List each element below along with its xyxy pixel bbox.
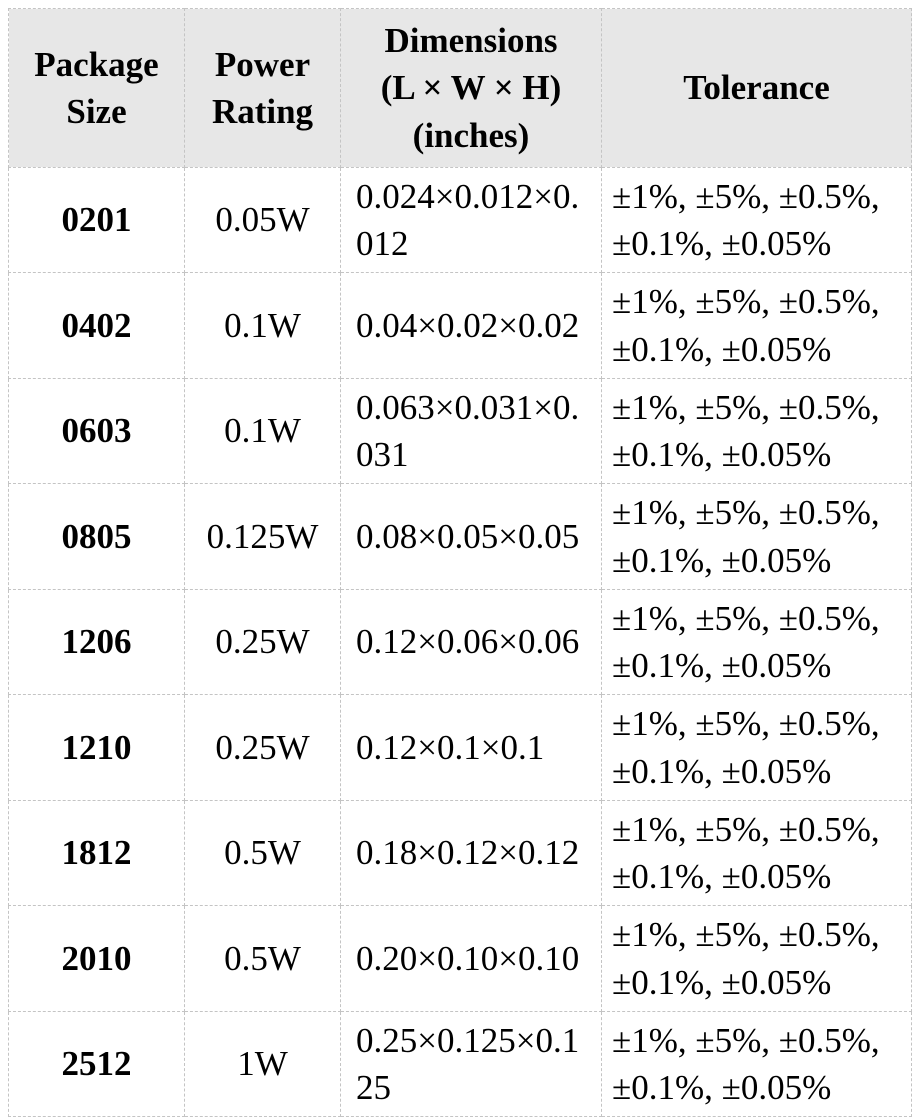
power-rating-cell: 0.1W (184, 377, 341, 485)
package-size-cell: 0402 (8, 272, 185, 379)
dimensions-cell: 0.18×0.12×0.12 (340, 799, 602, 907)
package-size-cell: 2010 (8, 905, 185, 1012)
power-rating-cell: 0.5W (184, 799, 341, 907)
page: { "table": { "header_bg": "#e7e7e7", "bo… (0, 8, 920, 1117)
header-row: Package Size Power Rating Dimensions (L … (8, 8, 912, 168)
dimensions-cell: 0.12×0.1×0.1 (340, 694, 602, 801)
power-rating-cell: 0.25W (184, 588, 341, 696)
table-row: 1206 0.25W 0.12×0.06×0.06 ±1%, ±5%, ±0.5… (8, 588, 912, 696)
dimensions-cell: 0.04×0.02×0.02 (340, 272, 602, 379)
dimensions-cell: 0.024×0.012×0.012 (340, 166, 602, 274)
tolerance-cell: ±1%, ±5%, ±0.5%, ±0.1%, ±0.05% (601, 272, 912, 379)
power-rating-cell: 0.5W (184, 905, 341, 1012)
package-size-cell: 0805 (8, 483, 185, 590)
table-row: 0402 0.1W 0.04×0.02×0.02 ±1%, ±5%, ±0.5%… (8, 272, 912, 379)
power-rating-cell: 0.1W (184, 272, 341, 379)
power-rating-cell: 0.125W (184, 483, 341, 590)
table-row: 0603 0.1W 0.063×0.031×0.031 ±1%, ±5%, ±0… (8, 377, 912, 485)
tolerance-cell: ±1%, ±5%, ±0.5%, ±0.1%, ±0.05% (601, 799, 912, 907)
table-row: 0805 0.125W 0.08×0.05×0.05 ±1%, ±5%, ±0.… (8, 483, 912, 590)
header-tolerance: Tolerance (601, 8, 912, 168)
tolerance-cell: ±1%, ±5%, ±0.5%, ±0.1%, ±0.05% (601, 694, 912, 801)
table-row: 0201 0.05W 0.024×0.012×0.012 ±1%, ±5%, ±… (8, 166, 912, 274)
power-rating-cell: 1W (184, 1010, 341, 1117)
header-power-rating: Power Rating (184, 8, 341, 168)
dimensions-cell: 0.063×0.031×0.031 (340, 377, 602, 485)
tolerance-cell: ±1%, ±5%, ±0.5%, ±0.1%, ±0.05% (601, 166, 912, 274)
package-size-cell: 1812 (8, 799, 185, 907)
package-size-cell: 0603 (8, 377, 185, 485)
tolerance-cell: ±1%, ±5%, ±0.5%, ±0.1%, ±0.05% (601, 905, 912, 1012)
header-package-size: Package Size (8, 8, 185, 168)
dimensions-cell: 0.08×0.05×0.05 (340, 483, 602, 590)
power-rating-cell: 0.05W (184, 166, 341, 274)
package-size-cell: 1210 (8, 694, 185, 801)
tolerance-cell: ±1%, ±5%, ±0.5%, ±0.1%, ±0.05% (601, 1010, 912, 1117)
package-size-cell: 0201 (8, 166, 185, 274)
table-row: 1210 0.25W 0.12×0.1×0.1 ±1%, ±5%, ±0.5%,… (8, 694, 912, 801)
tolerance-cell: ±1%, ±5%, ±0.5%, ±0.1%, ±0.05% (601, 483, 912, 590)
dimensions-cell: 0.12×0.06×0.06 (340, 588, 602, 696)
tolerance-cell: ±1%, ±5%, ±0.5%, ±0.1%, ±0.05% (601, 588, 912, 696)
package-size-cell: 1206 (8, 588, 185, 696)
table-row: 2512 1W 0.25×0.125×0.125 ±1%, ±5%, ±0.5%… (8, 1010, 912, 1117)
power-rating-cell: 0.25W (184, 694, 341, 801)
tolerance-cell: ±1%, ±5%, ±0.5%, ±0.1%, ±0.05% (601, 377, 912, 485)
dimensions-cell: 0.20×0.10×0.10 (340, 905, 602, 1012)
dimensions-cell: 0.25×0.125×0.125 (340, 1010, 602, 1117)
table-row: 2010 0.5W 0.20×0.10×0.10 ±1%, ±5%, ±0.5%… (8, 905, 912, 1012)
package-size-cell: 2512 (8, 1010, 185, 1117)
table-body: 0201 0.05W 0.024×0.012×0.012 ±1%, ±5%, ±… (8, 166, 912, 1117)
table-row: 1812 0.5W 0.18×0.12×0.12 ±1%, ±5%, ±0.5%… (8, 799, 912, 907)
package-spec-table: Package Size Power Rating Dimensions (L … (8, 8, 912, 1117)
header-dimensions: Dimensions (L × W × H) (inches) (340, 8, 602, 168)
